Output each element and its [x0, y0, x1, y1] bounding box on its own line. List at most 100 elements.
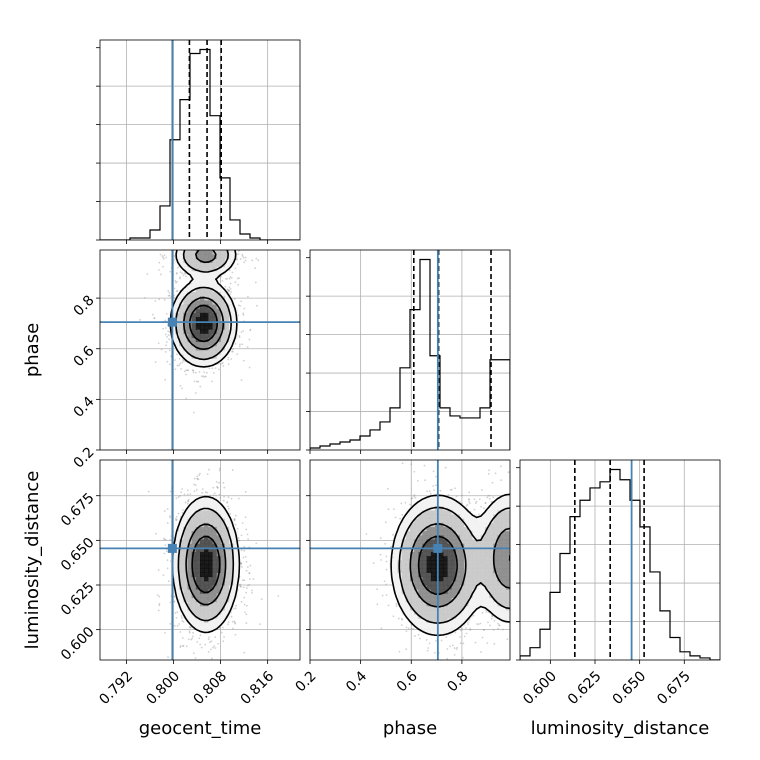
sample-point — [167, 330, 170, 333]
sample-point — [254, 281, 257, 284]
sample-point — [405, 648, 408, 650]
density-cell — [204, 560, 209, 565]
density-cell — [195, 350, 201, 355]
sample-point — [237, 253, 240, 256]
density-cell — [229, 530, 234, 536]
density-cell — [179, 333, 184, 338]
density-cell — [187, 266, 193, 272]
density-cell — [225, 341, 230, 347]
sample-point — [197, 478, 200, 481]
density-cell — [183, 589, 188, 594]
sample-point — [239, 305, 242, 307]
sample-point — [218, 469, 221, 472]
density-cell — [225, 589, 230, 594]
sample-point — [186, 245, 188, 247]
sample-point — [231, 620, 234, 623]
density-cell — [212, 514, 218, 519]
density-cell — [212, 350, 218, 355]
sample-point — [201, 492, 204, 494]
density-cell — [183, 572, 188, 578]
density-cell — [200, 568, 205, 573]
density-cell — [195, 572, 201, 578]
density-cell — [204, 337, 209, 343]
sample-point — [229, 282, 232, 285]
sample-point — [241, 255, 244, 258]
density-cell — [191, 337, 197, 343]
sample-point — [231, 271, 234, 274]
sample-point — [230, 358, 233, 360]
density-cell — [204, 497, 209, 503]
density-cell — [204, 341, 209, 347]
sample-point — [197, 244, 199, 246]
density-cell — [204, 333, 209, 338]
sample-point — [184, 272, 186, 275]
density-cell — [195, 526, 201, 532]
sample-point — [182, 644, 185, 647]
density-cell — [200, 283, 205, 288]
density-cell — [195, 497, 201, 503]
sample-point — [235, 604, 237, 607]
density-cell — [175, 593, 180, 598]
sample-point — [175, 281, 177, 284]
density-cell — [220, 514, 226, 519]
density-cell — [187, 270, 193, 276]
density-cell — [212, 535, 218, 540]
sample-point — [208, 242, 210, 244]
sample-point — [205, 375, 207, 378]
sample-point — [417, 479, 419, 482]
density-cell — [187, 597, 193, 603]
density-cell — [195, 358, 201, 363]
sample-point — [246, 566, 249, 568]
sample-point — [186, 502, 189, 505]
sample-point — [249, 329, 251, 332]
sample-point — [239, 585, 242, 588]
sample-point — [197, 245, 199, 247]
sample-point — [215, 248, 217, 250]
density-cell — [195, 501, 201, 507]
density-cell — [225, 300, 230, 305]
sample-point — [214, 367, 217, 370]
sample-point — [212, 248, 214, 250]
sample-point — [251, 259, 254, 262]
density-cell — [200, 254, 205, 259]
sample-point — [222, 361, 224, 364]
sample-point — [194, 392, 197, 394]
density-cell — [208, 501, 213, 507]
sample-point — [238, 247, 240, 249]
density-cell — [225, 580, 230, 586]
density-cell — [200, 337, 205, 343]
sample-point — [422, 662, 424, 664]
panel-frame — [519, 459, 721, 661]
sample-point — [216, 243, 218, 245]
sample-point — [215, 235, 217, 237]
density-cell — [204, 605, 209, 611]
sample-point — [198, 240, 200, 242]
density-cell — [191, 316, 197, 322]
sample-point — [174, 247, 176, 249]
sample-point — [182, 645, 184, 648]
sample-point — [228, 289, 230, 292]
density-cell — [216, 576, 222, 582]
sample-point — [158, 269, 160, 271]
density-cell — [200, 555, 205, 561]
density-cell — [179, 250, 184, 255]
sample-point — [229, 247, 231, 249]
sample-point — [241, 579, 244, 582]
density-cell — [191, 535, 197, 540]
sample-point — [244, 611, 246, 614]
density-cell — [229, 555, 234, 561]
sample-point — [229, 276, 232, 278]
density-cell — [208, 358, 213, 363]
sample-point — [163, 552, 166, 555]
density-cell — [229, 250, 234, 255]
sample-point — [191, 243, 193, 245]
sample-point — [223, 486, 226, 489]
sample-point — [196, 234, 198, 236]
density-cell — [208, 551, 213, 557]
sample-point — [221, 242, 223, 244]
density-cell — [225, 518, 230, 523]
density-cell — [183, 580, 188, 586]
sample-point — [207, 247, 209, 249]
sample-point — [217, 228, 219, 230]
density-cell — [208, 350, 213, 355]
